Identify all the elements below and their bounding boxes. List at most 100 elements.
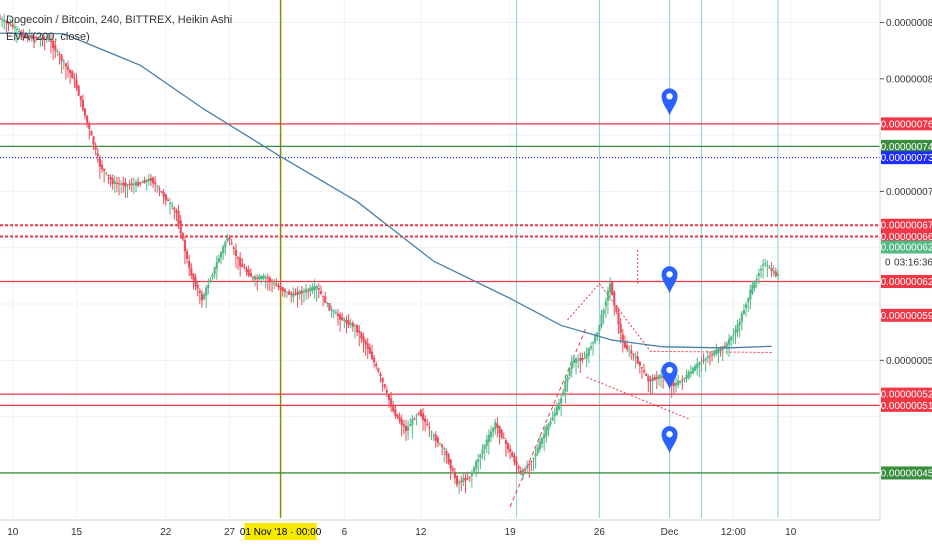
- candle-body: [134, 181, 138, 186]
- candle-body: [30, 35, 33, 39]
- candle-body: [166, 199, 170, 201]
- pin-shape: [661, 426, 678, 454]
- pin-hole: [666, 430, 673, 438]
- candle-body: [547, 423, 550, 431]
- candle-body: [309, 287, 312, 292]
- candle-body: [334, 312, 337, 314]
- candle-body: [207, 284, 210, 289]
- candle-body: [383, 384, 386, 388]
- candle-body: [617, 312, 620, 325]
- candle-body: [111, 178, 114, 185]
- level-price-label: 0.00000074: [881, 139, 932, 153]
- candle-body: [56, 51, 59, 53]
- candle-body: [349, 323, 352, 325]
- candle-body: [294, 293, 297, 295]
- level-price-label: 0.00000045: [881, 466, 932, 480]
- candle-body: [258, 275, 261, 280]
- candle-body: [122, 182, 125, 186]
- level-price-label-text: 0.00000074: [881, 142, 932, 153]
- candle-body: [570, 361, 573, 369]
- candle-body: [511, 452, 514, 457]
- candle-body: [90, 131, 93, 136]
- candle-body: [557, 403, 561, 410]
- candle-body: [183, 240, 187, 252]
- candle-body: [742, 310, 746, 314]
- candle-body: [598, 324, 601, 332]
- candle-body: [428, 427, 431, 429]
- candle-body: [432, 434, 435, 436]
- candle-body: [468, 476, 471, 478]
- candle-body: [77, 85, 80, 96]
- candle-body: [222, 246, 225, 253]
- time-tick-label: 10: [7, 527, 19, 538]
- candle-body: [358, 330, 361, 333]
- candle-body: [685, 374, 688, 379]
- candle-body: [734, 329, 737, 334]
- candle-body: [519, 470, 522, 474]
- candle-body: [587, 347, 590, 356]
- candle-body: [551, 417, 554, 421]
- candle-body: [502, 437, 505, 439]
- candle-body: [611, 282, 614, 296]
- candle-body: [64, 63, 67, 67]
- candle-body: [290, 293, 293, 296]
- candle-body: [481, 449, 484, 454]
- candle-body: [283, 288, 286, 293]
- indicator-legend[interactable]: EMA (200, close): [6, 31, 90, 43]
- candle-body: [347, 320, 350, 326]
- candle-body: [198, 290, 201, 293]
- candle-body: [562, 391, 565, 396]
- candle-body: [39, 37, 42, 39]
- candle-body: [696, 363, 699, 369]
- candle-body: [776, 273, 780, 276]
- candle-body: [13, 26, 16, 29]
- candle-body: [18, 31, 21, 33]
- candle-body: [45, 38, 48, 40]
- candle-body: [719, 349, 722, 351]
- candle-body: [530, 461, 533, 463]
- candle-body: [394, 409, 397, 416]
- pin-marker-icon: [661, 266, 678, 294]
- candle-body: [249, 272, 252, 277]
- candle-body: [26, 35, 29, 38]
- candle-body: [96, 153, 99, 157]
- candle-body: [54, 45, 57, 51]
- candle-body: [698, 362, 701, 365]
- candle-body: [32, 36, 36, 38]
- candle-body: [604, 301, 607, 307]
- candle-body: [285, 291, 289, 293]
- candle-body: [674, 383, 678, 386]
- candle-body: [441, 445, 444, 448]
- time-tick-label: 19: [505, 527, 517, 538]
- candle-body: [411, 419, 414, 426]
- candle-body: [475, 461, 478, 469]
- candle-body: [234, 249, 238, 256]
- candle-body: [628, 349, 631, 351]
- candle-body: [83, 108, 87, 116]
- candle-body: [509, 449, 512, 452]
- time-tick-label: 22: [160, 527, 172, 538]
- candle-body: [759, 268, 763, 271]
- pin-marker-icon: [661, 361, 678, 389]
- candle-body: [534, 453, 537, 457]
- ema-price-label-text: 0.00000059: [881, 311, 932, 322]
- candle-body: [179, 220, 182, 234]
- candle-body: [419, 409, 422, 416]
- candle-body: [445, 451, 448, 456]
- last-price-cut-label: 0: [885, 258, 891, 269]
- candle-body: [460, 480, 463, 482]
- level-price-label-text: 0.00000066: [881, 232, 932, 243]
- candle-body: [356, 324, 359, 332]
- candle-body: [515, 460, 518, 466]
- candle-body: [287, 291, 291, 295]
- candle-body: [500, 429, 503, 438]
- candle-body: [311, 286, 314, 291]
- candle-body: [313, 285, 316, 291]
- candle-body: [353, 325, 357, 327]
- level-price-label-bg: [881, 139, 932, 153]
- candle-body: [245, 268, 248, 272]
- candle-body: [713, 350, 716, 356]
- candle-body: [453, 471, 456, 478]
